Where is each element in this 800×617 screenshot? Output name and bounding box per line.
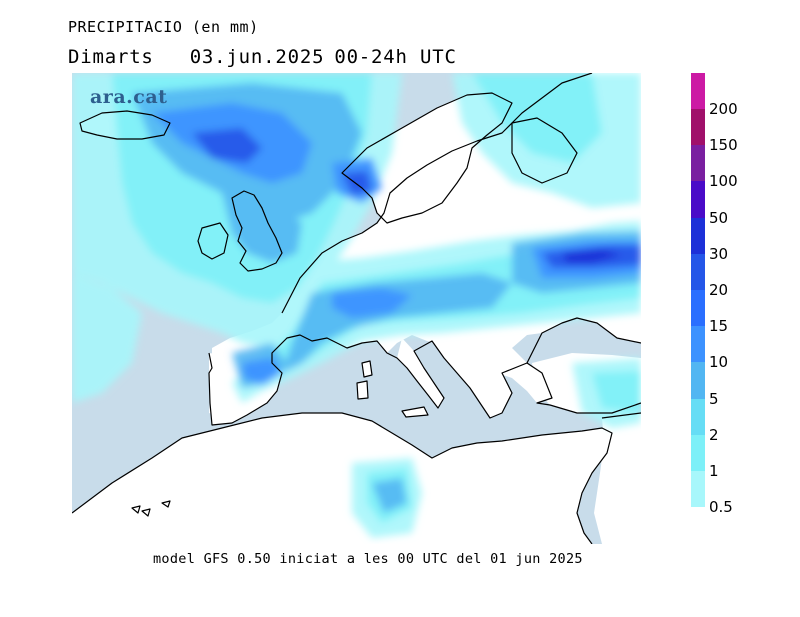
legend-swatch bbox=[691, 471, 705, 508]
legend-swatch bbox=[691, 398, 705, 435]
legend-label: 50 bbox=[709, 208, 729, 227]
legend-label: 0.5 bbox=[709, 498, 733, 517]
legend-label: 30 bbox=[709, 244, 729, 263]
legend-swatch bbox=[691, 290, 705, 327]
legend-label: 150 bbox=[709, 136, 738, 155]
legend-swatch bbox=[691, 181, 705, 218]
legend-label: 10 bbox=[709, 353, 729, 372]
legend-swatch bbox=[691, 145, 705, 182]
precipitation-map bbox=[72, 73, 641, 544]
legend-label: 2 bbox=[709, 425, 719, 444]
day-label: Dimarts bbox=[68, 46, 154, 68]
ara-cat-logo: ara.cat bbox=[90, 86, 168, 108]
chart-title: PRECIPITACIO (en mm) bbox=[68, 18, 259, 36]
precipitation-field bbox=[72, 73, 641, 538]
legend-label: 5 bbox=[709, 389, 719, 408]
model-footer: model GFS 0.50 iniciat a les 00 UTC del … bbox=[153, 551, 583, 567]
legend-swatch bbox=[691, 109, 705, 146]
legend-swatch bbox=[691, 253, 705, 290]
legend-label: 1 bbox=[709, 462, 719, 480]
legend-swatch bbox=[691, 434, 705, 471]
legend-swatch bbox=[691, 73, 705, 109]
legend-swatch bbox=[691, 217, 705, 254]
time-range-label: 00-24h UTC bbox=[334, 46, 457, 68]
legend-label: 100 bbox=[709, 172, 738, 191]
legend-label: 15 bbox=[709, 317, 729, 336]
forecast-subtitle: Dimarts 03.jun.2025 00-24h UTC bbox=[68, 46, 457, 68]
legend-swatch bbox=[691, 362, 705, 399]
legend-swatch bbox=[691, 326, 705, 363]
date-label: 03.jun.2025 bbox=[189, 46, 325, 68]
coastlines bbox=[72, 73, 641, 544]
legend-label: 200 bbox=[709, 100, 738, 118]
legend-label: 20 bbox=[709, 281, 729, 299]
